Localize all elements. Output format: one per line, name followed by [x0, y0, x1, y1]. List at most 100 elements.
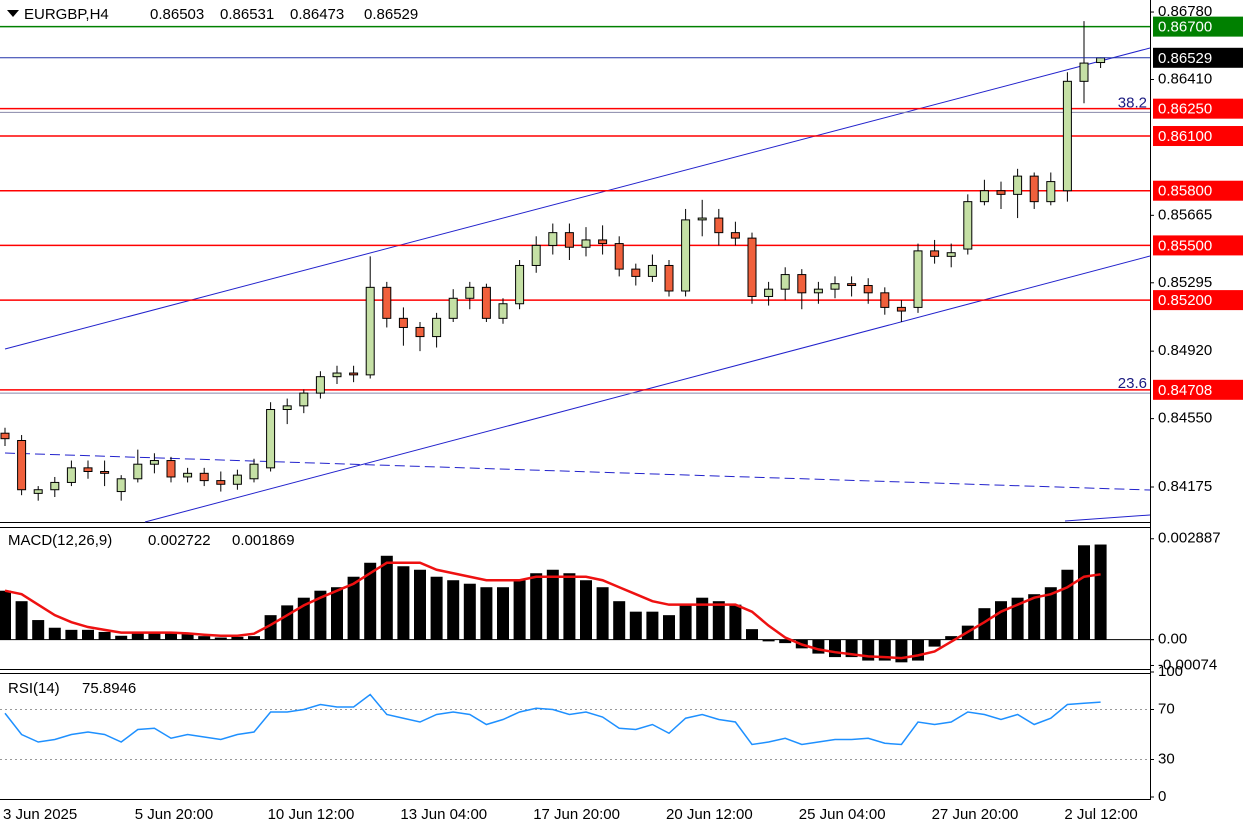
y-tick-label: 0.002887 — [1158, 530, 1221, 547]
candle-body — [183, 472, 193, 478]
panel-value: 0.001869 — [232, 532, 295, 549]
histogram-bar — [131, 631, 144, 640]
candle-body — [17, 440, 27, 491]
menu-arrow[interactable] — [7, 10, 19, 17]
candle-body — [66, 467, 76, 483]
level-label: 0.86100 — [1158, 128, 1212, 145]
panel-title: RSI(14) — [8, 680, 60, 697]
candle-body — [398, 317, 408, 328]
y-tick-label: -0.00074 — [1158, 656, 1217, 673]
candle-body — [299, 392, 309, 407]
candle-body — [116, 478, 126, 493]
frame — [0, 0, 1151, 800]
candle-body — [863, 285, 873, 294]
histogram-bar — [580, 580, 592, 640]
histogram-bar — [314, 590, 327, 640]
candle-body — [0, 432, 10, 440]
histogram-bar — [829, 639, 841, 658]
histogram-bar — [198, 636, 211, 640]
candle-body — [1029, 175, 1039, 203]
candle-body — [448, 297, 458, 319]
level-label: 0.84708 — [1158, 382, 1212, 399]
candle-body — [33, 489, 43, 494]
candle-body — [1079, 62, 1089, 82]
x-tick-label: 27 Jun 20:00 — [932, 806, 1019, 823]
histogram-bar — [978, 608, 991, 640]
symbol-title: EURGBP,H4 — [24, 6, 109, 23]
histogram-bar — [98, 631, 111, 640]
candle-body — [913, 250, 923, 308]
signal-line — [4, 561, 1101, 660]
candle-body — [365, 286, 375, 376]
histogram-bar — [32, 620, 45, 640]
candle-body — [647, 264, 657, 277]
histogram-bar — [165, 631, 177, 640]
y-tick-label: 0.86410 — [1158, 70, 1212, 87]
x-tick-label: 17 Jun 20:00 — [533, 806, 620, 823]
histogram-bar — [1094, 544, 1107, 640]
candle-body — [332, 372, 342, 378]
candle-body — [315, 376, 325, 394]
candle-body — [415, 326, 425, 338]
candle-body — [681, 219, 691, 292]
histogram-bar — [248, 636, 260, 640]
candle-body — [780, 274, 790, 290]
candle-body — [747, 237, 757, 297]
candle-body — [349, 372, 359, 376]
candle-body — [232, 474, 242, 485]
candle-body — [100, 470, 110, 474]
histogram-bar — [762, 639, 775, 642]
y-tick-label: 0.86780 — [1158, 3, 1212, 20]
histogram-bar — [513, 580, 526, 640]
panel-title: MACD(12,26,9) — [8, 532, 112, 549]
histogram-bar — [480, 587, 493, 640]
panel-value: 75.8946 — [82, 680, 136, 697]
histogram-bar — [646, 611, 659, 640]
histogram-bar — [231, 636, 244, 640]
rsi-line — [4, 693, 1101, 746]
histogram-bar — [430, 576, 443, 640]
histogram-bar — [530, 573, 543, 640]
histogram-bar — [148, 631, 161, 640]
y-tick-label: 0.84550 — [1158, 410, 1212, 427]
candle-body — [548, 232, 558, 246]
candle-body — [465, 286, 475, 299]
level-label-box — [1153, 379, 1243, 400]
candle-body — [880, 292, 890, 308]
histogram-bar — [679, 604, 692, 640]
header-open: 0.86503 — [150, 6, 204, 23]
y-tick-label: 0.00 — [1158, 631, 1187, 648]
candle-body — [664, 264, 674, 292]
candle-body — [631, 268, 641, 277]
level-label-box — [1153, 290, 1243, 311]
histogram-bar — [546, 569, 559, 640]
candle-body — [149, 460, 159, 465]
candle-body — [946, 252, 956, 257]
level-label: 0.86250 — [1158, 101, 1212, 118]
histogram-bar — [380, 555, 393, 640]
level-label: 0.86700 — [1158, 19, 1212, 36]
y-tick-label: 0 — [1158, 788, 1166, 805]
histogram-bar — [1061, 569, 1074, 640]
candle-body — [216, 480, 226, 485]
histogram-bar — [414, 569, 426, 640]
candle-body — [282, 405, 292, 411]
candle-body — [714, 217, 724, 234]
histogram-bar — [812, 639, 825, 654]
histogram-bar — [214, 637, 227, 640]
x-tick-label: 13 Jun 04:00 — [400, 806, 487, 823]
y-tick-label: 30 — [1158, 750, 1175, 767]
candle-body — [581, 239, 591, 248]
level-label-box — [1153, 126, 1243, 147]
histogram-bar — [1044, 587, 1057, 640]
candle-body — [979, 190, 989, 203]
candle-body — [564, 232, 574, 248]
candle-body — [166, 460, 176, 478]
x-tick-label: 3 Jun 2025 — [3, 806, 77, 823]
candle-body — [133, 463, 143, 480]
histogram-bar — [629, 611, 642, 640]
histogram-bar — [447, 580, 460, 640]
y-tick-label: 0.85295 — [1158, 274, 1212, 291]
